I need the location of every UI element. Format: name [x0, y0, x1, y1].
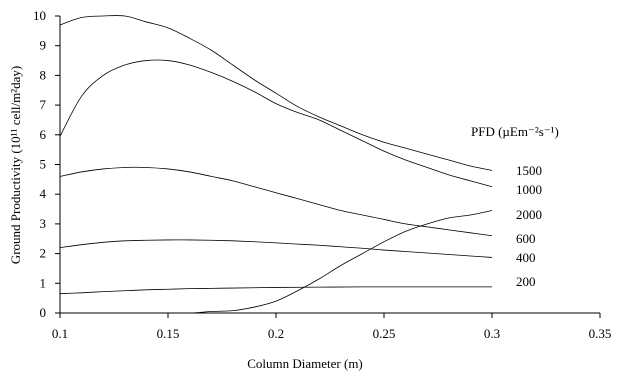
x-tick-label: 0.15	[157, 326, 180, 341]
series-line-400	[59, 239, 493, 258]
y-tick-label: 2	[40, 246, 47, 261]
x-tick-label: 0.25	[373, 326, 396, 341]
series-label-200: 200	[516, 274, 536, 289]
series-line-1000	[59, 59, 493, 188]
y-axis-label-text: Ground Productivity (10¹¹ cell/m²day)	[8, 66, 23, 264]
series-label-1500: 1500	[516, 163, 542, 178]
y-tick-label: 4	[40, 186, 47, 201]
y-tick-label: 6	[40, 127, 47, 142]
legend-title: PFD (µEm⁻²s⁻¹)	[471, 124, 559, 139]
x-ticks: 0.1 0.15 0.2 0.25 0.3 0.35	[52, 313, 612, 341]
series-line-2000	[157, 210, 493, 314]
series-line-1500	[59, 15, 493, 171]
x-tick-label: 0.3	[484, 326, 500, 341]
y-tick-label: 0	[40, 305, 47, 320]
y-ticks: 0 1 2 3 4 5 6 7 8 9 10	[33, 8, 60, 320]
series-label-400: 400	[516, 250, 536, 265]
series-line-200	[59, 286, 492, 295]
series-label-2000: 2000	[516, 207, 542, 222]
x-axis-label: Column Diameter (m)	[247, 356, 363, 371]
y-tick-label: 5	[40, 157, 47, 172]
x-tick-label: 0.35	[589, 326, 612, 341]
y-axis-label: Ground Productivity (10¹¹ cell/m²day)	[8, 66, 23, 264]
series-label-600: 600	[516, 231, 536, 246]
y-tick-label: 9	[40, 38, 47, 53]
y-tick-label: 1	[40, 275, 47, 290]
series-label-1000: 1000	[516, 182, 542, 197]
x-tick-label: 0.2	[268, 326, 284, 341]
series-line-600	[59, 166, 493, 237]
series-labels: 1500 1000 2000 600 400 200	[516, 163, 542, 289]
y-tick-label: 8	[40, 67, 47, 82]
x-tick-label: 0.1	[52, 326, 68, 341]
curves	[59, 15, 493, 314]
y-tick-label: 7	[40, 97, 47, 112]
y-tick-label: 3	[40, 216, 47, 231]
y-tick-label: 10	[33, 8, 46, 23]
